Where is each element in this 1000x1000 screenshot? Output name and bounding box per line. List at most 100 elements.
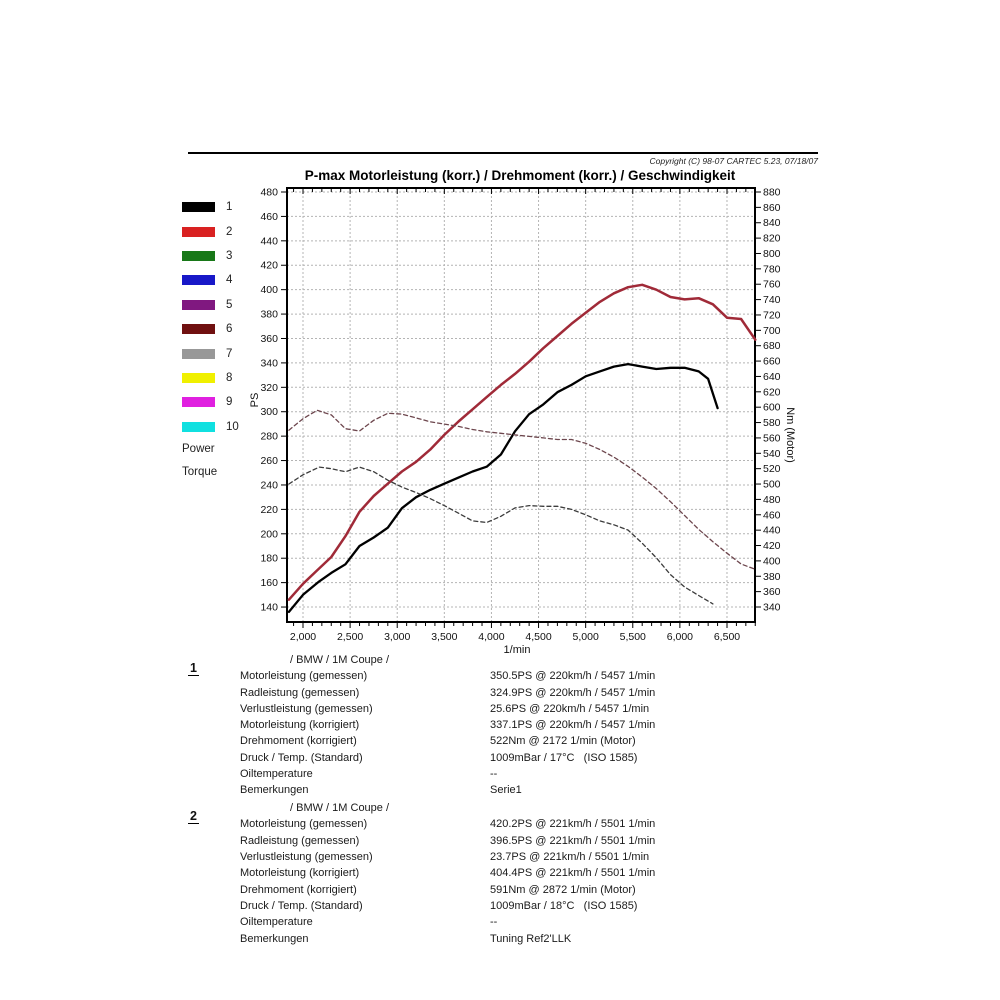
measurement-label: Verlustleistung (gemessen)	[240, 702, 373, 715]
legend-swatch-icon	[182, 250, 215, 261]
measurement-label: Oiltemperature	[240, 768, 313, 781]
x-axis-tick-label: 4,500	[525, 631, 551, 643]
measurement-value: 25.6PS @ 220km/h / 5457 1/min	[490, 702, 650, 715]
measurement-label: Druck / Temp. (Standard)	[240, 751, 363, 764]
curve-power-2	[287, 283, 757, 601]
vehicle-name: / BMW / 1M Coupe /	[290, 802, 390, 815]
x-axis-tick-label: 6,500	[714, 631, 740, 643]
legend-swatch-icon	[182, 397, 215, 408]
right-axis-tick-label: 560	[763, 432, 781, 444]
right-axis-tick-label: 680	[763, 340, 781, 352]
measurement-value: Tuning Ref2'LLK	[490, 932, 572, 945]
measurement-row: Druck / Temp. (Standard) 1009mBar / 18°C …	[185, 900, 825, 916]
measurement-value: 522Nm @ 2172 1/min (Motor)	[490, 735, 636, 748]
measurement-label: Drehmoment (korrigiert)	[240, 883, 357, 896]
legend-item-9: 9	[182, 390, 262, 414]
x-axis-tick-label: 3,500	[431, 631, 457, 643]
legend-item-number: 8	[226, 371, 233, 384]
left-axis-tick-label: 160	[260, 577, 278, 589]
left-axis-tick-label: 480	[260, 187, 278, 199]
right-axis-tick-label: 540	[763, 448, 781, 460]
right-axis-tick-label: 400	[763, 555, 781, 567]
right-axis-tick-label: 780	[763, 263, 781, 275]
left-axis-tick-label: 440	[260, 235, 278, 247]
legend-item-3: 3	[182, 244, 262, 268]
x-axis-title: 1/min	[504, 644, 531, 656]
chart-title: P-max Motorleistung (korr.) / Drehmoment…	[304, 168, 736, 183]
left-axis-tick-label: 200	[260, 528, 278, 540]
x-axis-tick-label: 5,500	[620, 631, 646, 643]
legend-swatch-icon	[182, 348, 215, 359]
measurement-row: Drehmoment (korrigiert) 522Nm @ 2172 1/mi…	[185, 735, 825, 751]
measurement-row: Verlustleistung (gemessen) 25.6PS @ 220km…	[185, 703, 825, 719]
left-axis-tick-label: 360	[260, 333, 278, 345]
right-axis-tick-label: 460	[763, 509, 781, 521]
torque-label: Torque	[182, 465, 218, 478]
measurement-value: 23.7PS @ 221km/h / 5501 1/min	[490, 851, 650, 864]
legend-swatch-icon	[182, 275, 215, 286]
measurement-label: Bemerkungen	[240, 932, 309, 945]
right-axis-tick-label: 520	[763, 463, 781, 475]
right-axis-tick-label: 480	[763, 494, 781, 506]
measurement-row: Motorleistung (gemessen) 420.2PS @ 221km/…	[185, 818, 825, 834]
left-axis-tick-label: 460	[260, 211, 278, 223]
measurement-row: Motorleistung (gemessen) 350.5PS @ 220km/…	[185, 670, 825, 686]
measurement-label: Motorleistung (korrigiert)	[240, 719, 360, 732]
measurement-row: Verlustleistung (gemessen) 23.7PS @ 221km…	[185, 851, 825, 867]
legend-item-8: 8	[182, 366, 262, 390]
legend-swatch-icon	[182, 299, 215, 310]
measurement-value: 1009mBar / 17°C (ISO 1585)	[490, 751, 638, 764]
right-axis-tick-label: 500	[763, 479, 781, 491]
x-axis-tick-label: 2,500	[337, 631, 363, 643]
right-axis-tick-label: 800	[763, 248, 781, 260]
right-axis-tick-label: 760	[763, 279, 781, 291]
measurement-row: Motorleistung (korrigiert) 337.1PS @ 220k…	[185, 719, 825, 735]
measurement-label: Oiltemperature	[240, 916, 313, 929]
legend-item-6: 6	[182, 317, 262, 341]
left-axis-tick-label: 220	[260, 504, 278, 516]
right-axis-tick-label: 620	[763, 386, 781, 398]
right-axis-tick-label: 380	[763, 571, 781, 583]
measurement-label: Motorleistung (gemessen)	[240, 818, 368, 831]
curve-power-1	[287, 362, 719, 614]
legend-item-1: 1	[182, 195, 262, 219]
legend-item-7: 7	[182, 341, 262, 365]
curve-torque-1	[288, 466, 714, 605]
legend-item-number: 6	[226, 323, 233, 336]
x-axis-tick-label: 2,000	[290, 631, 316, 643]
measurement-label: Drehmoment (korrigiert)	[240, 735, 357, 748]
right-axis-tick-label: 440	[763, 525, 781, 537]
left-axis-tick-label: 380	[260, 309, 278, 321]
legend-item-number: 7	[226, 347, 233, 360]
left-axis-tick-label: 180	[260, 553, 278, 565]
right-axis-tick-label: 340	[763, 602, 781, 614]
left-axis-title: PS	[249, 393, 261, 408]
measurement-value: 420.2PS @ 221km/h / 5501 1/min	[490, 818, 656, 831]
left-axis-tick-label: 400	[260, 284, 278, 296]
right-axis-tick-label: 660	[763, 356, 781, 368]
copyright-text: Copyright (C) 98-07 CARTEC 5.23, 07/18/0…	[649, 156, 818, 166]
legend-item-2: 2	[182, 219, 262, 243]
left-axis-tick-label: 340	[260, 357, 278, 369]
left-axis-tick-label: 300	[260, 406, 278, 418]
measurement-row: Oiltemperature --	[185, 768, 825, 784]
measurement-value: --	[490, 768, 498, 781]
measurement-value: 591Nm @ 2872 1/min (Motor)	[490, 883, 636, 896]
legend-item-10: 10	[182, 415, 262, 439]
measurement-value: 396.5PS @ 221km/h / 5501 1/min	[490, 834, 656, 847]
measurement-block-1: 1 / BMW / 1M Coupe / Motorleistung (gemess…	[185, 654, 825, 801]
legend-item-number: 3	[226, 249, 233, 262]
left-axis-tick-label: 320	[260, 382, 278, 394]
measurement-label: Motorleistung (gemessen)	[240, 670, 368, 683]
right-axis-tick-label: 360	[763, 586, 781, 598]
legend-item-number: 4	[226, 274, 233, 287]
top-divider	[188, 152, 818, 154]
left-axis-tick-label: 280	[260, 431, 278, 443]
left-axis-tick-label: 140	[260, 602, 278, 614]
right-axis-tick-label: 880	[763, 187, 781, 199]
left-axis-tick-label: 240	[260, 479, 278, 491]
measurement-row: Radleistung (gemessen) 324.9PS @ 220km/h …	[185, 687, 825, 703]
right-axis-tick-label: 740	[763, 294, 781, 306]
x-axis-tick-label: 4,000	[478, 631, 504, 643]
